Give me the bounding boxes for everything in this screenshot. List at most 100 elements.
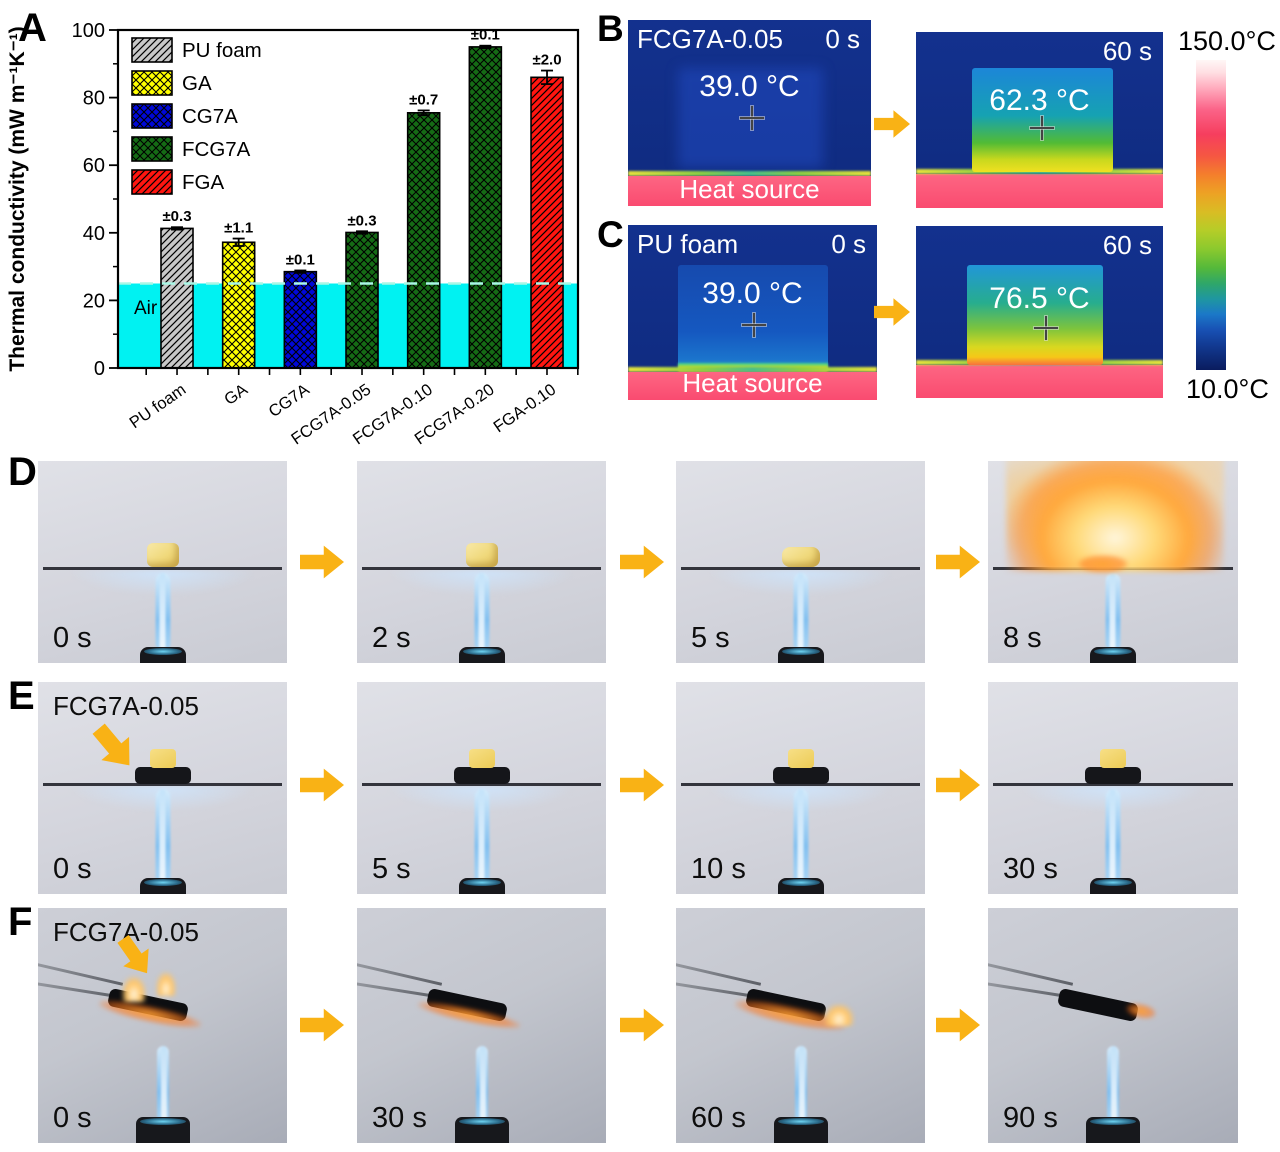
right-arrow-icon bbox=[620, 1008, 664, 1042]
photo-f-frame2: 30 s bbox=[357, 908, 606, 1143]
metal-plate bbox=[680, 783, 921, 786]
pu-foam-sample bbox=[146, 543, 179, 567]
burner bbox=[773, 1117, 828, 1143]
burning-sample bbox=[1078, 555, 1128, 573]
flame-plume bbox=[155, 573, 170, 651]
right-arrow-icon bbox=[300, 545, 344, 579]
svg-text:±0.3: ±0.3 bbox=[162, 208, 191, 225]
photo-d-frame1: 0 s bbox=[38, 461, 287, 663]
burner bbox=[458, 647, 505, 663]
heat-source-band: Heat source bbox=[628, 368, 877, 400]
burner bbox=[1090, 647, 1136, 663]
x-tick-label: FGA-0.10 bbox=[490, 381, 559, 437]
right-arrow-icon bbox=[936, 768, 980, 802]
burner bbox=[139, 647, 186, 663]
time-label: 60 s bbox=[691, 1102, 746, 1134]
photo-e-frame1: FCG7A-0.05 0 s bbox=[38, 682, 287, 894]
time-label: 0 s bbox=[831, 229, 866, 259]
legend-swatch-cg7a bbox=[131, 103, 173, 129]
legend-swatch-ga bbox=[131, 70, 173, 96]
right-arrow-icon bbox=[936, 1008, 980, 1042]
photo-f-frame4: 90 s bbox=[988, 908, 1238, 1143]
time-label: 10 s bbox=[691, 853, 746, 885]
flame-plume bbox=[474, 789, 489, 884]
small-flame bbox=[122, 976, 146, 1002]
svg-text:100: 100 bbox=[72, 20, 105, 42]
time-label: 30 s bbox=[1003, 853, 1058, 885]
panel-b-label: B bbox=[597, 8, 624, 49]
heat-source-band: Heat source bbox=[628, 174, 871, 206]
colorbar-min-label: 10.0°C bbox=[1186, 374, 1269, 404]
x-tick-label: GA bbox=[221, 381, 251, 409]
temperature-readout: 62.3 °C bbox=[989, 84, 1090, 117]
crosshair-icon bbox=[740, 106, 764, 130]
panel-c-label: C bbox=[597, 214, 624, 255]
aerogel-sample bbox=[772, 767, 829, 784]
burner bbox=[777, 878, 824, 894]
pu-foam-sample bbox=[465, 543, 498, 567]
time-label: 0 s bbox=[53, 1102, 92, 1134]
aerogel-sample bbox=[1085, 767, 1141, 784]
burner bbox=[1090, 878, 1136, 894]
legend-label: FCG7A bbox=[182, 138, 251, 161]
metal-plate bbox=[680, 567, 921, 570]
heat-gradient-line bbox=[628, 171, 871, 176]
tweezers-prong bbox=[988, 980, 1068, 999]
heat-source-label: Heat source bbox=[679, 174, 820, 204]
thermal-image-pufoam-0s: Heat source PU foam 0 s 39.0 °C bbox=[628, 225, 877, 400]
photo-e-frame3: 10 s bbox=[676, 682, 925, 894]
time-label: 90 s bbox=[1003, 1102, 1058, 1134]
legend-label: GA bbox=[182, 72, 212, 95]
legend-label: PU foam bbox=[182, 39, 262, 62]
heat-source-band bbox=[916, 365, 1163, 398]
x-tick-label: CG7A bbox=[265, 381, 312, 422]
metal-plate bbox=[42, 567, 283, 570]
tweezers-prong bbox=[357, 961, 443, 986]
crosshair-icon bbox=[1030, 116, 1054, 140]
panel-a-label: A bbox=[18, 6, 47, 50]
large-flame bbox=[1006, 461, 1224, 571]
tweezers-prong bbox=[38, 961, 124, 986]
burner bbox=[135, 1117, 190, 1143]
right-arrow-icon bbox=[300, 1008, 344, 1042]
thermal-conductivity-chart: Air±0.3±1.1±0.1±0.3±0.7±0.1±2.0020406080… bbox=[6, 20, 580, 448]
legend-label: FGA bbox=[182, 171, 224, 194]
time-label: 2 s bbox=[372, 622, 411, 654]
metal-plate bbox=[42, 783, 283, 786]
time-label: 0 s bbox=[825, 24, 860, 54]
svg-text:±2.0: ±2.0 bbox=[532, 52, 561, 69]
burner bbox=[1086, 1117, 1140, 1143]
tweezers-prong bbox=[676, 961, 762, 986]
flame-plume bbox=[1107, 1046, 1119, 1123]
burner bbox=[139, 878, 186, 894]
right-arrow-icon bbox=[620, 545, 664, 579]
flame-plume bbox=[793, 573, 808, 651]
svg-text:±1.1: ±1.1 bbox=[224, 220, 253, 237]
pu-foam-on-top bbox=[1100, 749, 1126, 768]
x-tick-label: PU foam bbox=[126, 381, 189, 433]
burner bbox=[777, 647, 824, 663]
thermal-image-pufoam-60s: 60 s 76.5 °C bbox=[916, 226, 1163, 398]
flame-plume bbox=[793, 789, 808, 884]
legend-swatch-fcg7a bbox=[131, 136, 173, 162]
legend-swatch-fga bbox=[131, 169, 173, 195]
flame-plume bbox=[794, 1046, 807, 1123]
right-arrow-icon bbox=[874, 110, 910, 138]
svg-text:±0.1: ±0.1 bbox=[286, 251, 315, 268]
right-arrow-icon bbox=[874, 298, 910, 326]
photo-d-frame2: 2 s bbox=[357, 461, 606, 663]
temperature-readout: 39.0 °C bbox=[699, 70, 800, 103]
panel-e-label: E bbox=[8, 674, 35, 718]
flame-plume bbox=[474, 573, 489, 651]
heat-source-label: Heat source bbox=[682, 368, 823, 398]
panel-f-label: F bbox=[8, 900, 33, 944]
heat-source-band bbox=[916, 174, 1163, 208]
time-label: 60 s bbox=[1102, 36, 1152, 66]
crosshair-icon bbox=[742, 313, 766, 337]
temperature-readout: 76.5 °C bbox=[989, 282, 1090, 315]
legend-swatch-pu-foam bbox=[131, 37, 173, 63]
time-label: 8 s bbox=[1003, 622, 1042, 654]
small-flame bbox=[824, 1004, 854, 1026]
pu-foam-on-top bbox=[149, 749, 176, 768]
small-flame bbox=[156, 972, 176, 996]
